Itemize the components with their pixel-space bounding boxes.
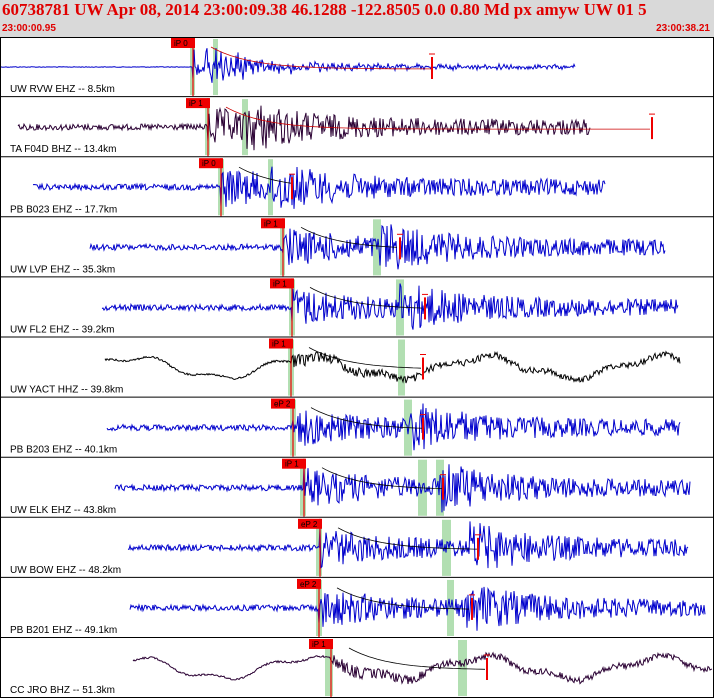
trace-row[interactable]: iP 0 PB B023 EHZ -- 17.7km bbox=[0, 158, 714, 218]
phase-window bbox=[458, 640, 467, 697]
station-label: UW RVW EHZ -- 8.5km bbox=[10, 84, 115, 95]
phase-window bbox=[325, 640, 333, 697]
station-label: UW YACT HHZ -- 39.8km bbox=[10, 385, 123, 396]
waveform bbox=[89, 224, 666, 270]
trace-row[interactable]: iP 1 UW YACT HHZ -- 39.8km bbox=[0, 338, 714, 398]
coda-curve bbox=[238, 166, 292, 184]
trace-row[interactable]: iP 1 TA F04D BHZ -- 13.4km bbox=[0, 98, 714, 158]
pick-box[interactable] bbox=[261, 218, 285, 229]
trace-row[interactable]: eP 2 PB B203 EHZ -- 40.1km bbox=[0, 398, 714, 458]
waveform bbox=[127, 521, 689, 569]
pick-box[interactable] bbox=[298, 518, 322, 529]
pick-label[interactable]: iP 1 bbox=[312, 640, 326, 649]
pick-label[interactable]: iP 0 bbox=[202, 159, 216, 168]
coda-curve bbox=[210, 46, 431, 70]
pick-label[interactable]: eP 2 bbox=[300, 580, 317, 589]
phase-window bbox=[447, 579, 454, 636]
waveform bbox=[104, 350, 681, 384]
station-label: CC JRO BHZ -- 51.3km bbox=[10, 685, 115, 696]
coda-curve bbox=[348, 647, 486, 670]
phase-window bbox=[242, 99, 248, 156]
trace-row[interactable]: eP 2 PB B201 EHZ -- 49.1km bbox=[0, 578, 714, 638]
coda-curve bbox=[321, 467, 443, 489]
end-time: 23:00:38.21 bbox=[656, 23, 710, 34]
pick-box[interactable] bbox=[297, 578, 321, 589]
station-label: UW FL2 EHZ -- 39.2km bbox=[10, 325, 114, 336]
pick-label[interactable]: iP 1 bbox=[285, 460, 299, 469]
coda-curve bbox=[310, 407, 424, 429]
coda-curve bbox=[308, 347, 422, 369]
trace-row[interactable]: eP 2 UW BOW EHZ -- 48.2km bbox=[0, 518, 714, 578]
trace-row[interactable]: iP 1 UW FL2 EHZ -- 39.2km bbox=[0, 278, 714, 338]
trace-row[interactable]: iP 0 UW RVW EHZ -- 8.5km bbox=[0, 38, 714, 98]
start-time: 23:00:00.95 bbox=[2, 23, 56, 34]
pick-box[interactable] bbox=[186, 98, 210, 109]
trace-row[interactable]: iP 1 UW ELK EHZ -- 43.8km bbox=[0, 458, 714, 518]
station-label: UW ELK EHZ -- 43.8km bbox=[10, 505, 116, 516]
pick-box[interactable] bbox=[271, 398, 295, 409]
pick-box[interactable] bbox=[282, 458, 306, 469]
station-label: PB B203 EHZ -- 40.1km bbox=[10, 445, 117, 456]
waveform bbox=[106, 403, 681, 451]
pick-box[interactable] bbox=[270, 278, 294, 289]
waveform bbox=[32, 166, 606, 209]
coda-curve bbox=[225, 106, 650, 130]
station-label: PB B201 EHZ -- 49.1km bbox=[10, 625, 117, 636]
coda-curve bbox=[309, 287, 423, 309]
coda-curve bbox=[337, 527, 478, 550]
pick-box[interactable] bbox=[171, 38, 195, 48]
pick-label[interactable]: iP 1 bbox=[273, 279, 287, 288]
station-label: PB B023 EHZ -- 17.7km bbox=[10, 204, 117, 215]
trace-row[interactable]: iP 1 UW LVP EHZ -- 35.3km bbox=[0, 218, 714, 278]
waveform bbox=[17, 105, 591, 151]
coda-curve bbox=[336, 587, 470, 610]
pick-label[interactable]: iP 0 bbox=[174, 39, 188, 48]
pick-box[interactable] bbox=[269, 338, 293, 349]
pick-box[interactable] bbox=[199, 158, 223, 169]
station-label: TA F04D BHZ -- 13.4km bbox=[10, 144, 117, 155]
pick-label[interactable]: eP 2 bbox=[274, 400, 291, 409]
pick-label[interactable]: eP 2 bbox=[301, 520, 318, 529]
trace-row[interactable]: iP 1 CC JRO BHZ -- 51.3km bbox=[0, 639, 714, 698]
waveform bbox=[132, 651, 713, 685]
seismogram-panel[interactable]: iP 0 UW RVW EHZ -- 8.5km iP 1 TA F04D BHZ -… bbox=[0, 37, 714, 698]
pick-label[interactable]: iP 1 bbox=[189, 99, 203, 108]
phase-window bbox=[436, 459, 444, 516]
waveform bbox=[129, 586, 706, 631]
station-label: UW LVP EHZ -- 35.3km bbox=[10, 264, 115, 275]
phase-window bbox=[316, 519, 322, 576]
pick-label[interactable]: iP 1 bbox=[272, 340, 286, 349]
pick-label[interactable]: iP 1 bbox=[264, 219, 278, 228]
waveform bbox=[0, 47, 576, 83]
coda-curve bbox=[300, 226, 398, 248]
event-header: 60738781 UW Apr 08, 2014 23:00:09.38 46.… bbox=[0, 0, 714, 37]
pick-box[interactable] bbox=[309, 639, 333, 649]
station-label: UW BOW EHZ -- 48.2km bbox=[10, 565, 121, 576]
waveform bbox=[101, 283, 679, 330]
waveform bbox=[114, 464, 691, 513]
event-title: 60738781 UW Apr 08, 2014 23:00:09.38 46.… bbox=[2, 0, 647, 19]
